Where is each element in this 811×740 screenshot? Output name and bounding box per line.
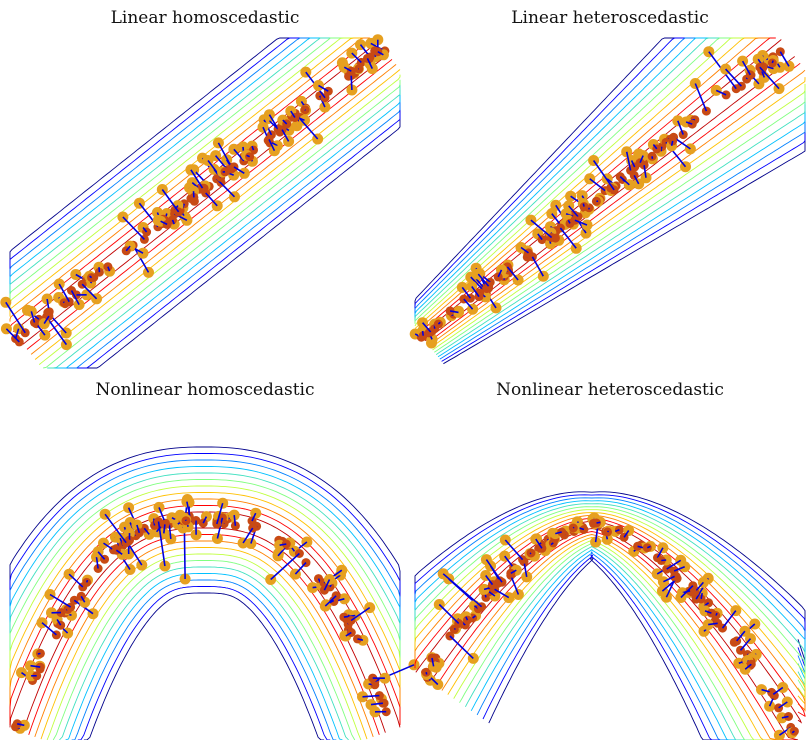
plot-nonlinear-heteroscedastic xyxy=(415,410,805,740)
projected-point xyxy=(498,578,507,587)
projected-point xyxy=(702,107,711,116)
projected-point xyxy=(774,703,783,712)
displacement-arrow xyxy=(661,560,666,561)
projected-point xyxy=(615,525,624,534)
projected-point xyxy=(679,130,688,139)
sample-point xyxy=(565,191,576,202)
displacement-arrow xyxy=(597,522,601,523)
displacement-arrow xyxy=(672,141,673,146)
sample-point xyxy=(479,584,490,595)
displacement-arrow xyxy=(64,302,65,303)
projected-point xyxy=(643,543,652,552)
sample-point xyxy=(16,667,27,678)
displacement-arrow xyxy=(701,593,702,599)
displacement-arrow xyxy=(450,636,473,658)
contour-line xyxy=(433,84,806,350)
displacement-arrow xyxy=(573,527,574,528)
displacement-arrow xyxy=(530,553,531,554)
contour-line xyxy=(59,100,400,368)
displacement-arrow xyxy=(164,524,165,533)
sample-point xyxy=(88,608,99,619)
projected-point xyxy=(569,524,578,533)
sample-point xyxy=(213,137,224,148)
projected-point xyxy=(77,592,86,601)
contour-line xyxy=(431,77,805,348)
sample-point xyxy=(550,200,561,211)
panel-nonlinear-homoscedastic: Nonlinear homoscedastic xyxy=(10,372,400,712)
panel-linear-heteroscedastic: Linear heteroscedastic xyxy=(415,0,805,340)
sample-point xyxy=(481,554,492,565)
contour-line xyxy=(66,574,343,740)
sample-point xyxy=(764,701,775,712)
contour-line xyxy=(47,554,361,740)
sample-point xyxy=(98,538,109,549)
panel-nonlinear-heteroscedastic: Nonlinear heteroscedastic xyxy=(415,372,805,712)
projected-point xyxy=(21,328,30,337)
projected-point xyxy=(603,527,612,536)
displacement-arrow xyxy=(50,595,71,608)
sample-point xyxy=(538,271,549,282)
contour-line xyxy=(438,105,805,357)
panel-title: Nonlinear heteroscedastic xyxy=(415,380,805,400)
displacement-arrow xyxy=(38,653,41,654)
projected-point xyxy=(636,158,645,167)
displacement-arrow xyxy=(608,531,609,532)
panel-linear-homoscedastic: Linear homoscedastic xyxy=(10,0,400,340)
displacement-arrow xyxy=(351,76,352,90)
projected-point xyxy=(707,609,716,618)
sample-point xyxy=(633,178,644,189)
projected-point xyxy=(688,120,697,129)
projected-point xyxy=(182,516,191,525)
contour-line xyxy=(35,70,400,360)
sample-point xyxy=(685,143,696,154)
displacement-arrow xyxy=(772,61,773,64)
projected-point xyxy=(790,727,799,736)
displacement-arrow xyxy=(454,629,455,630)
sample-point xyxy=(339,593,350,604)
plot-nonlinear-homoscedastic xyxy=(10,410,400,740)
projected-point xyxy=(620,533,629,542)
sample-point xyxy=(657,542,668,553)
sample-point xyxy=(364,602,375,613)
displacement-arrow xyxy=(695,84,706,112)
plot-linear-homoscedastic xyxy=(10,38,400,368)
contour-line xyxy=(51,90,400,368)
projected-point xyxy=(670,567,679,576)
projected-point xyxy=(506,569,515,578)
contour-line xyxy=(483,555,798,740)
sample-point xyxy=(466,281,477,292)
panel-title: Linear homoscedastic xyxy=(10,8,400,28)
projected-point xyxy=(265,135,274,144)
sample-point xyxy=(588,155,599,166)
projected-point xyxy=(528,252,537,261)
sample-point xyxy=(530,534,541,545)
projected-point xyxy=(320,586,329,595)
panel-title: Nonlinear homoscedastic xyxy=(10,380,400,400)
sample-point xyxy=(737,56,748,67)
sample-point xyxy=(138,248,149,259)
contour-line xyxy=(429,70,805,345)
displacement-arrow xyxy=(583,204,584,207)
sample-point xyxy=(756,684,767,695)
projected-point xyxy=(579,525,588,534)
contour-line xyxy=(10,38,342,286)
projected-point xyxy=(746,70,755,79)
contour-line xyxy=(10,38,338,281)
projected-point xyxy=(56,621,65,630)
displacement-arrow xyxy=(87,580,88,582)
sample-point xyxy=(513,589,524,600)
plot-linear-heteroscedastic xyxy=(415,38,805,368)
projected-point xyxy=(82,578,91,587)
displacement-arrow xyxy=(426,672,427,674)
projected-point xyxy=(648,152,657,161)
panel-title: Linear heteroscedastic xyxy=(415,8,805,28)
sample-point xyxy=(54,279,65,290)
contour-line xyxy=(35,541,373,737)
projected-point xyxy=(434,320,443,329)
displacement-arrow xyxy=(423,331,424,336)
